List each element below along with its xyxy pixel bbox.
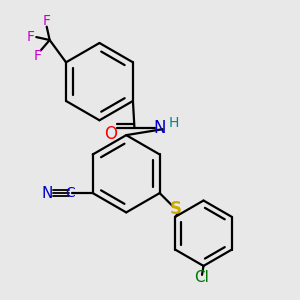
Text: O: O <box>104 125 117 143</box>
Text: H: H <box>169 116 179 130</box>
Text: F: F <box>34 50 42 63</box>
Text: S: S <box>170 200 182 218</box>
Text: C: C <box>65 186 75 200</box>
Text: N: N <box>153 119 166 137</box>
Text: N: N <box>42 186 53 201</box>
Text: F: F <box>26 30 34 44</box>
Text: Cl: Cl <box>195 270 209 285</box>
Text: F: F <box>43 14 51 28</box>
